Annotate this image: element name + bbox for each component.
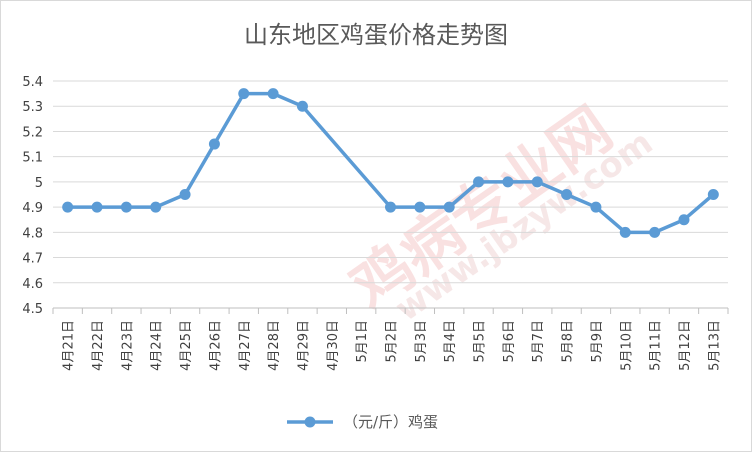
x-tick-label: 5月3日 [414,320,429,363]
data-point-marker [649,226,661,238]
data-point-marker [179,189,191,200]
x-tick-label: 5月9日 [590,320,605,363]
series-group [62,88,719,238]
watermark: 鸡病专业网 www.jbzyw.com [339,94,660,330]
x-axis: 4月21日 4月22日 4月23日 4月24日 4月25日 4月26日 4月27日 4月28日… [52,307,729,371]
x-tick-label: 4月29日 [296,320,311,371]
data-point-marker [619,226,631,238]
y-tick-label: 4.9 [22,201,43,216]
data-point-marker [120,201,132,213]
x-tick-label: 4月30日 [326,320,341,371]
y-tick-label: 4.6 [22,277,43,292]
data-point-marker [296,100,308,112]
y-axis: 4.5 4.6 4.7 4.8 4.9 5 5.1 5.2 5.3 5.4 [22,75,43,317]
x-tick-label: 5月7日 [531,320,546,363]
data-point-marker [590,201,602,213]
x-tick-label: 4月23日 [120,320,135,371]
x-tick-label: 5月11日 [649,320,664,371]
data-point-marker [531,176,543,188]
y-tick-label: 5.3 [22,100,43,115]
data-point-marker [208,138,220,150]
x-tick-label: 5月1日 [355,320,370,363]
y-tick-label: 5 [35,176,43,191]
x-tick-label: 5月4日 [443,320,458,363]
x-tick-label: 4月28日 [267,320,282,371]
data-point-marker [443,201,455,213]
data-point-marker [150,201,162,213]
data-point-marker [678,214,690,226]
x-tick-label: 4月22日 [91,320,106,371]
x-tick-label: 4月26日 [208,320,223,371]
x-tick-label: 4月21日 [62,320,77,371]
x-tick-label: 5月2日 [385,320,400,363]
x-tick-label: 5月5日 [473,320,488,363]
y-tick-label: 5.2 [22,125,43,140]
legend-marker [304,416,316,428]
data-point-marker [267,88,279,100]
legend-label: （元/斤）鸡蛋 [343,413,438,431]
data-point-marker [91,201,103,213]
x-tick-label: 5月8日 [561,320,576,363]
data-point-marker [385,201,396,213]
data-point-marker [238,88,250,100]
data-point-marker [473,176,485,188]
x-tick-label: 4月27日 [238,320,253,371]
x-tick-label: 4月24日 [150,320,165,371]
x-tick-label: 5月13日 [707,320,722,371]
x-tick-label: 5月10日 [619,320,634,371]
y-tick-label: 5.4 [22,75,43,90]
x-tick-label: 5月12日 [678,320,693,371]
y-tick-label: 4.5 [22,302,43,317]
data-point-marker [561,189,573,200]
legend: （元/斤）鸡蛋 [287,413,438,431]
y-tick-label: 4.7 [22,252,43,267]
data-point-marker [62,201,74,213]
y-tick-label: 4.8 [22,226,43,241]
chart-title: 山东地区鸡蛋价格走势图 [244,21,508,49]
data-point-marker [414,201,426,213]
x-tick-label: 4月25日 [179,320,194,371]
x-tick-label: 5月6日 [502,320,517,363]
data-point-marker [502,176,514,188]
y-tick-label: 5.1 [22,151,43,166]
data-point-marker [707,189,719,200]
gridlines [53,80,728,309]
